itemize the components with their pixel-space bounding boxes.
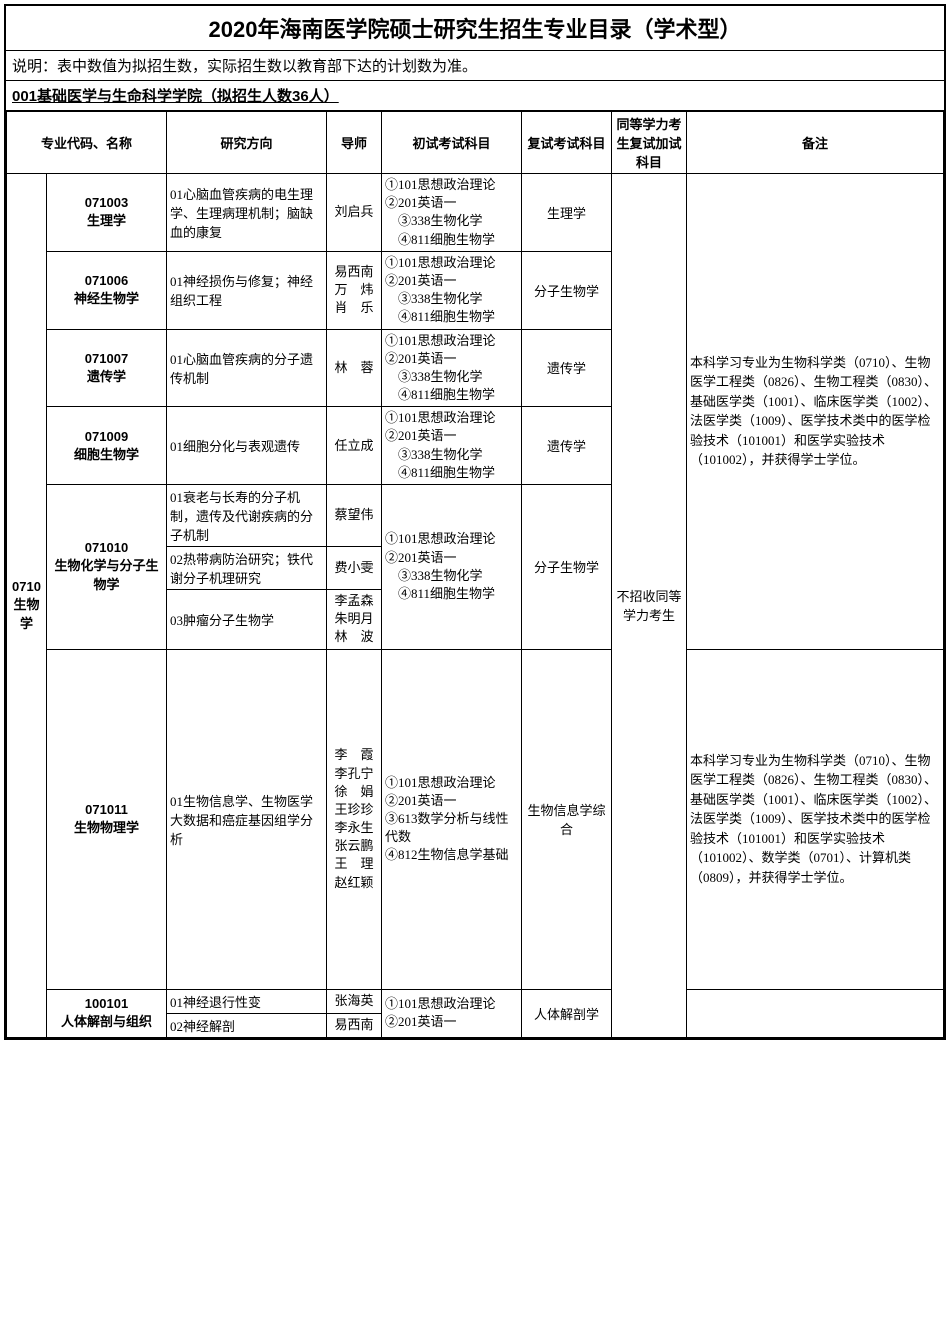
category-name: 生物学	[10, 594, 43, 632]
remarks-cell: 本科学习专业为生物科学类（0710）、生物医学工程类（0826）、生物工程类（0…	[687, 174, 944, 650]
direction-cell: 01神经损伤与修复；神经组织工程	[167, 251, 327, 329]
catalog-table: 专业代码、名称 研究方向 导师 初试考试科目 复试考试科目 同等学力考生复试加试…	[6, 111, 944, 1038]
advisor-cell: 张海英	[327, 989, 382, 1013]
prelim-cell: ①101思想政治理论②201英语一 ③338生物化学 ④811细胞生物学	[382, 407, 522, 485]
major-code: 071009	[50, 429, 163, 444]
equiv-cell: 不招收同等学力考生	[612, 174, 687, 1038]
reexam-cell: 分子生物学	[522, 251, 612, 329]
page-title: 2020年海南医学院硕士研究生招生专业目录（学术型）	[6, 6, 944, 51]
reexam-cell: 生物信息学综合	[522, 649, 612, 989]
reexam-cell: 遗传学	[522, 407, 612, 485]
category-cell: 0710 生物学	[7, 174, 47, 1038]
department-header: 001基础医学与生命科学学院（拟招生人数36人）	[6, 81, 944, 111]
direction-cell: 01心脑血管疾病的分子遗传机制	[167, 329, 327, 407]
advisor-cell: 任立成	[327, 407, 382, 485]
direction-cell: 01心脑血管疾病的电生理学、生理病理机制；脑缺血的康复	[167, 174, 327, 252]
th-remarks: 备注	[687, 112, 944, 174]
reexam-cell: 人体解剖学	[522, 989, 612, 1037]
advisor-cell: 李孟森朱明月林 波	[327, 590, 382, 650]
reexam-cell: 分子生物学	[522, 485, 612, 650]
major-cell: 100101 人体解剖与组织	[47, 989, 167, 1037]
direction-cell: 01衰老与长寿的分子机制，遗传及代谢疾病的分子机制	[167, 485, 327, 547]
prelim-cell: ①101思想政治理论②201英语一	[382, 989, 522, 1037]
th-advisor: 导师	[327, 112, 382, 174]
major-code: 071010	[50, 540, 163, 555]
major-name: 生理学	[50, 210, 163, 229]
major-code: 071006	[50, 273, 163, 288]
reexam-cell: 遗传学	[522, 329, 612, 407]
prelim-cell: ①101思想政治理论②201英语一 ③338生物化学 ④811细胞生物学	[382, 485, 522, 650]
major-cell: 071009 细胞生物学	[47, 407, 167, 485]
major-name: 神经生物学	[50, 288, 163, 307]
advisor-cell: 李 霞李孔宁徐 娟王珍珍李永生张云鹏王 理赵红颖	[327, 649, 382, 989]
advisor-cell: 蔡望伟	[327, 485, 382, 547]
direction-cell: 02热带病防治研究；铁代谢分子机理研究	[167, 547, 327, 590]
major-cell: 071007 遗传学	[47, 329, 167, 407]
major-name: 生物化学与分子生物学	[50, 555, 163, 593]
remarks-cell	[687, 989, 944, 1037]
page-note: 说明：表中数值为拟招生数，实际招生数以教育部下达的计划数为准。	[6, 51, 944, 81]
direction-cell: 01细胞分化与表观遗传	[167, 407, 327, 485]
direction-cell: 01神经退行性变	[167, 989, 327, 1013]
th-prelim: 初试考试科目	[382, 112, 522, 174]
th-equiv: 同等学力考生复试加试科目	[612, 112, 687, 174]
advisor-cell: 刘启兵	[327, 174, 382, 252]
prelim-cell: ①101思想政治理论②201英语一 ③338生物化学 ④811细胞生物学	[382, 251, 522, 329]
major-cell: 071011 生物物理学	[47, 649, 167, 989]
major-name: 细胞生物学	[50, 444, 163, 463]
major-cell: 071010 生物化学与分子生物学	[47, 485, 167, 650]
reexam-cell: 生理学	[522, 174, 612, 252]
prelim-cell: ①101思想政治理论②201英语一③613数学分析与线性代数④812生物信息学基…	[382, 649, 522, 989]
major-name: 人体解剖与组织	[50, 1011, 163, 1030]
direction-cell: 01生物信息学、生物医学大数据和癌症基因组学分析	[167, 649, 327, 989]
major-cell: 071006 神经生物学	[47, 251, 167, 329]
direction-cell: 02神经解剖	[167, 1013, 327, 1037]
table-row: 100101 人体解剖与组织 01神经退行性变 张海英 ①101思想政治理论②2…	[7, 989, 944, 1013]
major-code: 071003	[50, 195, 163, 210]
advisor-cell: 费小雯	[327, 547, 382, 590]
page-container: 2020年海南医学院硕士研究生招生专业目录（学术型） 说明：表中数值为拟招生数，…	[4, 4, 946, 1040]
th-reexam: 复试考试科目	[522, 112, 612, 174]
major-code: 071007	[50, 351, 163, 366]
table-row: 0710 生物学 071003 生理学 01心脑血管疾病的电生理学、生理病理机制…	[7, 174, 944, 252]
prelim-cell: ①101思想政治理论②201英语一 ③338生物化学 ④811细胞生物学	[382, 329, 522, 407]
th-code-name: 专业代码、名称	[7, 112, 167, 174]
table-row: 071011 生物物理学 01生物信息学、生物医学大数据和癌症基因组学分析 李 …	[7, 649, 944, 989]
header-row: 专业代码、名称 研究方向 导师 初试考试科目 复试考试科目 同等学力考生复试加试…	[7, 112, 944, 174]
major-name: 遗传学	[50, 366, 163, 385]
remarks-cell: 本科学习专业为生物科学类（0710）、生物医学工程类（0826）、生物工程类（0…	[687, 649, 944, 989]
major-cell: 071003 生理学	[47, 174, 167, 252]
prelim-cell: ①101思想政治理论②201英语一 ③338生物化学 ④811细胞生物学	[382, 174, 522, 252]
major-code: 100101	[50, 996, 163, 1011]
advisor-cell: 易西南	[327, 1013, 382, 1037]
advisor-cell: 易西南万 炜肖 乐	[327, 251, 382, 329]
advisor-cell: 林 蓉	[327, 329, 382, 407]
category-code: 0710	[10, 579, 43, 594]
th-direction: 研究方向	[167, 112, 327, 174]
major-code: 071011	[50, 802, 163, 817]
direction-cell: 03肿瘤分子生物学	[167, 590, 327, 650]
major-name: 生物物理学	[50, 817, 163, 836]
